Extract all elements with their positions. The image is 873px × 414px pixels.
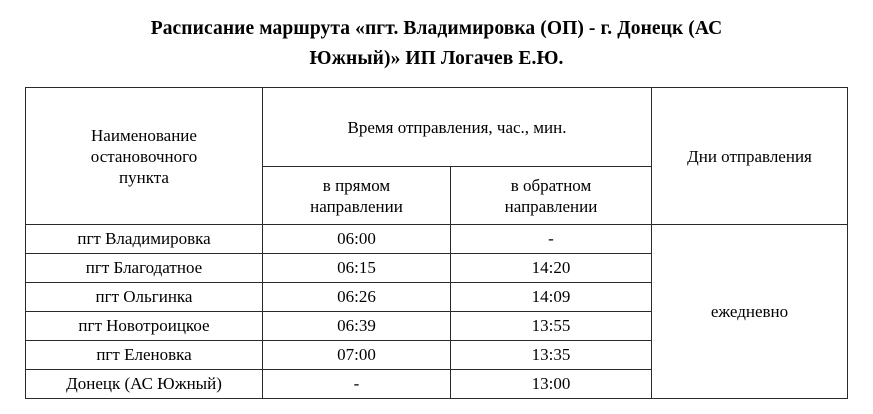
table-body: пгт Владимировка 06:00 - ежедневно пгт Б… bbox=[25, 224, 848, 399]
cell-stop-name: пгт Новотроицкое bbox=[25, 311, 263, 341]
cell-time-direct: 06:00 bbox=[262, 224, 451, 254]
header-direction-reverse-line-2: направлении bbox=[504, 196, 598, 216]
cell-stop-name: пгт Ольгинка bbox=[25, 282, 263, 312]
cell-time-direct: 06:15 bbox=[262, 253, 451, 283]
cell-time-reverse: 13:00 bbox=[450, 369, 652, 399]
cell-time-direct: 07:00 bbox=[262, 340, 451, 370]
table-row: пгт Еленовка 07:00 13:35 bbox=[25, 340, 848, 370]
header-direction-direct-line-2: направлении bbox=[310, 196, 403, 216]
page-title: Расписание маршрута «пгт. Владимировка (… bbox=[60, 14, 813, 74]
table-row: Донецк (АС Южный) - 13:00 bbox=[25, 369, 848, 399]
cell-time-direct: 06:26 bbox=[262, 282, 451, 312]
header-departure-days: Дни отправления bbox=[651, 87, 848, 225]
cell-time-reverse: 13:55 bbox=[450, 311, 652, 341]
cell-time-reverse: 14:20 bbox=[450, 253, 652, 283]
cell-time-direct: - bbox=[262, 369, 451, 399]
table-row: пгт Благодатное 06:15 14:20 bbox=[25, 253, 848, 283]
header-stop-name: Наименование остановочного пункта bbox=[25, 87, 263, 225]
header-departure-time-group: Время отправления, час., мин. bbox=[262, 87, 652, 167]
header-row-sub: в прямом направлении в обратном направле… bbox=[26, 166, 848, 225]
cell-time-direct: 06:39 bbox=[262, 311, 451, 341]
cell-departure-days: ежедневно bbox=[651, 224, 848, 399]
header-stop-name-line-3: пункта bbox=[119, 167, 169, 187]
page-title-line-2: Южный)» ИП Логачев Е.Ю. bbox=[309, 48, 564, 69]
cell-stop-name: пгт Владимировка bbox=[25, 224, 263, 254]
page-title-line-1: Расписание маршрута «пгт. Владимировка (… bbox=[150, 18, 723, 39]
header-direction-reverse: в обратном направлении bbox=[450, 166, 652, 225]
cell-stop-name: Донецк (АС Южный) bbox=[25, 369, 263, 399]
header-direction-direct-line-1: в прямом bbox=[322, 175, 391, 195]
table-header: Наименование остановочного пункта Время … bbox=[25, 87, 848, 225]
table-row: пгт Владимировка 06:00 - ежедневно bbox=[25, 224, 848, 399]
header-direction-reverse-line-1: в обратном bbox=[510, 175, 592, 195]
schedule-table: Наименование остановочного пункта Время … bbox=[25, 87, 848, 399]
cell-stop-name: пгт Еленовка bbox=[25, 340, 263, 370]
header-row-main: Наименование остановочного пункта Время … bbox=[25, 87, 848, 225]
cell-time-reverse: 14:09 bbox=[450, 282, 652, 312]
header-stop-name-line-2: остановочного bbox=[90, 146, 198, 166]
cell-stop-name: пгт Благодатное bbox=[25, 253, 263, 283]
header-stop-name-line-1: Наименование bbox=[91, 125, 197, 145]
table-row: пгт Новотроицкое 06:39 13:55 bbox=[25, 311, 848, 341]
cell-time-reverse: - bbox=[450, 224, 652, 254]
cell-time-reverse: 13:35 bbox=[450, 340, 652, 370]
header-direction-direct: в прямом направлении bbox=[262, 166, 451, 225]
